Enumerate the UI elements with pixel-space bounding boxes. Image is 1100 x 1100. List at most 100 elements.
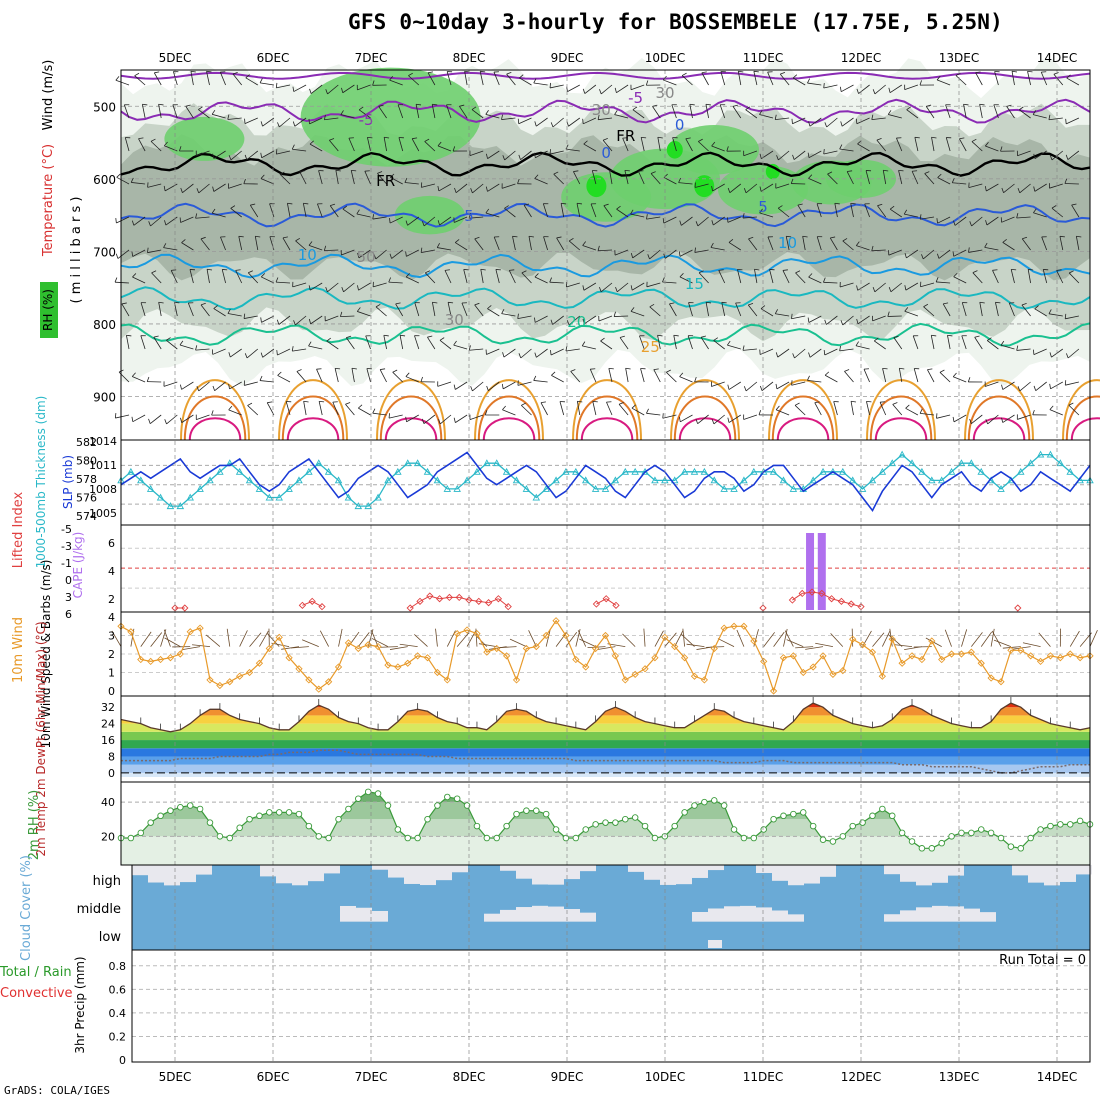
wind-barb-flag <box>534 352 537 358</box>
wind-barb-flag <box>824 319 827 325</box>
temp-band <box>121 772 1090 777</box>
wind-barb-flag <box>630 209 634 215</box>
wind-barb <box>266 402 275 416</box>
li-line <box>596 598 607 605</box>
wind-barb-flag <box>903 209 908 215</box>
wind-barb-10m <box>370 629 379 647</box>
slp-thickness-panel <box>117 440 1094 525</box>
wind-barb <box>198 183 210 194</box>
wind-barb <box>877 205 887 218</box>
wind-barb <box>392 371 403 383</box>
wind-barb <box>521 272 532 284</box>
wind-barb-flag <box>474 302 480 306</box>
wind-barb-flag <box>888 87 891 93</box>
thickness-point <box>670 476 679 484</box>
thickness-point <box>542 485 550 492</box>
wind-barb <box>567 84 580 92</box>
wind-barb-flag <box>706 301 712 304</box>
wind-barb <box>493 71 500 86</box>
wind-barb <box>439 216 452 226</box>
li-line <box>792 592 803 601</box>
wind-barb <box>520 150 532 160</box>
wind-barb-flag <box>632 106 638 111</box>
thickness-point <box>483 459 491 467</box>
wind-barb <box>936 414 951 419</box>
wind-barb-flag <box>357 252 360 258</box>
wind-barb-flag <box>206 70 212 73</box>
wind-barb <box>1010 269 1015 284</box>
wind-barb-flag <box>921 254 924 260</box>
wind-barb-flag <box>470 386 473 392</box>
wind-barb <box>807 82 822 86</box>
y-tick-thickness: 580 <box>76 455 97 468</box>
cloud-gap-mid <box>980 912 996 922</box>
li-line <box>802 591 813 594</box>
wind-barb-10m <box>980 631 992 647</box>
wind-barb <box>244 381 258 386</box>
y-tick-wind: 2 <box>108 648 115 661</box>
cloud-gap-high <box>308 865 324 882</box>
y-tick-temp: 0 <box>108 767 115 780</box>
wind-barb <box>404 182 419 185</box>
cloud-gap-high <box>532 865 548 885</box>
wind-speed-point <box>137 655 145 664</box>
rh-point <box>523 807 530 814</box>
wind-barb-flag <box>502 352 505 358</box>
wind-barb-flag <box>211 109 216 115</box>
wind-barb <box>705 104 709 119</box>
wind-barb-flag <box>568 238 574 242</box>
wind-barb-10m <box>140 631 152 647</box>
cloud-gap-high <box>516 865 532 879</box>
wind-barb-flag <box>776 155 779 161</box>
wind-barb <box>383 335 387 350</box>
wind-barb <box>1002 242 1015 251</box>
wind-barb-flag <box>416 103 422 106</box>
wind-barb <box>827 173 838 185</box>
wind-barb-flag <box>432 301 438 304</box>
wind-barb <box>200 304 210 317</box>
wind-barb-flag <box>358 106 364 111</box>
wind-barb <box>710 247 725 251</box>
wind-barb <box>882 170 887 185</box>
wind-barb-flag <box>1048 114 1051 120</box>
wind-speed-point <box>987 674 995 682</box>
wind-barb-flag <box>808 352 811 358</box>
wind-speed-point <box>700 676 709 684</box>
thickness-point <box>720 485 728 492</box>
wind-barb <box>923 249 935 260</box>
wind-barb <box>149 414 162 424</box>
diurnal-contour <box>670 379 740 441</box>
wind-speed-point <box>265 644 273 653</box>
thickness-point <box>829 467 837 475</box>
cloud-gap-high <box>788 865 804 886</box>
wind-barb <box>865 170 870 185</box>
wind-barb <box>737 71 742 86</box>
wind-barb <box>227 313 242 317</box>
wind-barb <box>327 282 339 293</box>
cloud-gap-low <box>708 940 722 948</box>
wind-barb-flag <box>238 235 244 238</box>
temp-band <box>121 723 1090 732</box>
wind-barb <box>795 272 806 284</box>
wind-barb-flag <box>276 319 280 325</box>
rh-blob-green <box>394 195 465 235</box>
wind-barb-flag <box>566 320 570 326</box>
ylabel-cloud: Cloud Cover (%) <box>19 855 34 961</box>
wind-speed-point <box>938 655 946 664</box>
wind-barb-10m <box>338 628 343 647</box>
wind-barb-flag <box>613 311 616 317</box>
wind-barb <box>357 311 371 317</box>
wind-barb <box>170 270 178 284</box>
wind-barb-flag <box>158 301 164 304</box>
wind-barb <box>358 109 371 119</box>
wind-speed-point <box>582 663 590 671</box>
wind-speed-point <box>858 641 867 649</box>
isotherm-line <box>120 202 1091 228</box>
thickness-point <box>176 502 185 510</box>
wind-barb <box>650 173 661 185</box>
cloud-gap-high <box>1028 865 1044 883</box>
wind-barb-flag <box>425 270 431 274</box>
wind-barb-flag <box>405 372 410 377</box>
wind-barb-flag <box>573 170 579 172</box>
wind-barb-10m <box>872 632 885 647</box>
